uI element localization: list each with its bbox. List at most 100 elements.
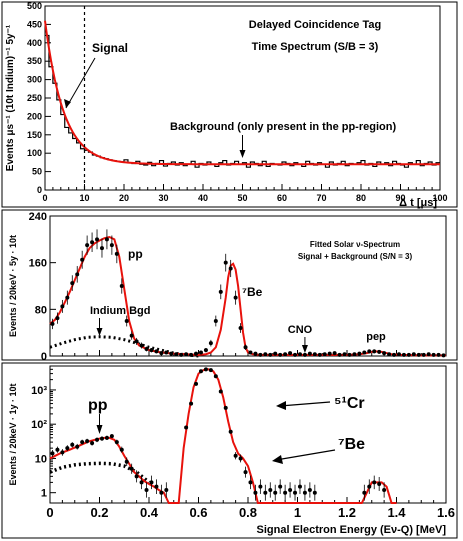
data-point bbox=[228, 429, 233, 434]
data-point bbox=[258, 484, 263, 489]
x-axis-label: Signal Electron Energy (Eν-Q) [MeV] bbox=[257, 524, 447, 536]
data-point bbox=[377, 349, 382, 354]
data-point bbox=[203, 348, 208, 353]
data-point bbox=[65, 295, 70, 300]
x-tick-label: 1 bbox=[294, 505, 301, 520]
data-point bbox=[85, 243, 90, 248]
data-point bbox=[441, 353, 446, 358]
y-tick-label: 10 bbox=[35, 453, 47, 465]
y-tick-label: 160 bbox=[29, 258, 47, 270]
data-point bbox=[233, 453, 238, 458]
annotation-signal-bg: Signal + Background (S/N = 3) bbox=[298, 252, 413, 261]
annotation-pep: pep bbox=[366, 331, 386, 343]
x-tick-label: 30 bbox=[158, 193, 168, 203]
data-point bbox=[297, 352, 302, 357]
data-point bbox=[327, 351, 332, 356]
data-point bbox=[144, 347, 149, 351]
data-point bbox=[223, 405, 228, 410]
annotation-pp: pp bbox=[128, 247, 143, 261]
y-tick-label: 10³ bbox=[31, 385, 47, 397]
data-point bbox=[194, 351, 199, 356]
data-point bbox=[95, 437, 100, 442]
data-point bbox=[139, 480, 144, 485]
data-point bbox=[104, 237, 109, 242]
data-point bbox=[60, 450, 65, 455]
data-point bbox=[302, 490, 307, 495]
data-point bbox=[312, 352, 317, 357]
y-axis-label: Events μs⁻¹ (10t Indium)⁻¹ 5y⁻¹ bbox=[5, 24, 16, 171]
data-point bbox=[337, 352, 342, 357]
fit-curve bbox=[49, 368, 397, 504]
data-point bbox=[80, 257, 85, 262]
data-point bbox=[317, 352, 322, 357]
annotation-be7: ⁷Be bbox=[242, 285, 263, 299]
data-point bbox=[268, 487, 273, 492]
panel-2-frame bbox=[1, 209, 458, 361]
annotation-background: Background (only present in the pp-regio… bbox=[170, 121, 396, 133]
x-tick-label: 0.4 bbox=[140, 505, 159, 520]
data-point bbox=[55, 316, 60, 321]
data-point bbox=[367, 349, 372, 354]
data-point bbox=[401, 352, 406, 357]
data-point bbox=[149, 480, 154, 485]
y-tick-label: 400 bbox=[27, 38, 42, 48]
data-point bbox=[273, 351, 278, 356]
x-tick-label: 70 bbox=[316, 193, 326, 203]
data-point bbox=[75, 272, 80, 277]
data-point bbox=[426, 352, 431, 357]
y-tick-label: 300 bbox=[27, 75, 42, 85]
data-point bbox=[50, 321, 55, 326]
data-point bbox=[70, 281, 75, 286]
data-point bbox=[382, 487, 387, 492]
data-point bbox=[119, 284, 124, 288]
data-point bbox=[95, 237, 100, 242]
annotation-cno: CNO bbox=[288, 324, 313, 336]
x-tick-label: 0.8 bbox=[239, 505, 257, 520]
y-tick-label: 100 bbox=[27, 148, 42, 158]
data-point bbox=[50, 451, 55, 456]
data-point bbox=[436, 352, 441, 357]
y-tick-label: 240 bbox=[29, 211, 47, 223]
data-point bbox=[203, 367, 208, 372]
data-point bbox=[377, 481, 382, 486]
x-tick-label: 0 bbox=[42, 193, 47, 203]
x-tick-label: 90 bbox=[395, 193, 405, 203]
y-tick-label: 250 bbox=[27, 93, 42, 103]
data-point bbox=[99, 436, 104, 441]
data-point bbox=[263, 352, 268, 357]
data-point bbox=[139, 343, 144, 348]
data-point bbox=[169, 351, 174, 356]
annotation-title: Delayed Coincidence Tag bbox=[249, 19, 381, 31]
cr51-arrowhead bbox=[276, 401, 286, 410]
data-point bbox=[342, 352, 347, 357]
indium-background-curve bbox=[49, 461, 151, 484]
data-point bbox=[253, 351, 258, 356]
data-point bbox=[293, 490, 298, 495]
data-point bbox=[114, 251, 119, 256]
y-tick-label: 10² bbox=[31, 419, 47, 431]
data-point bbox=[90, 441, 95, 446]
data-point bbox=[372, 480, 377, 485]
data-point bbox=[75, 444, 80, 449]
data-point bbox=[154, 349, 159, 354]
data-point bbox=[218, 389, 223, 394]
data-point bbox=[60, 304, 65, 309]
data-point bbox=[278, 352, 283, 357]
x-tick-label: 40 bbox=[198, 193, 208, 203]
data-point bbox=[387, 352, 392, 357]
data-point bbox=[213, 374, 218, 379]
data-point bbox=[307, 487, 312, 492]
data-point bbox=[243, 470, 248, 475]
data-point bbox=[70, 442, 75, 447]
data-point bbox=[144, 487, 149, 492]
plot-area bbox=[49, 365, 447, 504]
y-tick-label: 200 bbox=[27, 111, 42, 121]
y-tick-label: 450 bbox=[27, 19, 42, 29]
data-point bbox=[55, 447, 60, 452]
data-point bbox=[99, 246, 104, 251]
data-point bbox=[134, 339, 139, 344]
annotation-indium: Indium Bgd bbox=[90, 305, 151, 317]
data-point bbox=[268, 352, 273, 357]
data-point bbox=[154, 484, 159, 489]
data-point bbox=[208, 368, 213, 373]
